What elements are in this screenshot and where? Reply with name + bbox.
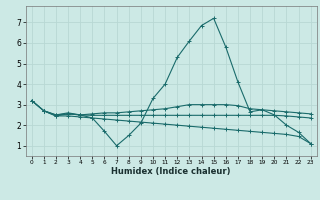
X-axis label: Humidex (Indice chaleur): Humidex (Indice chaleur) <box>111 167 231 176</box>
